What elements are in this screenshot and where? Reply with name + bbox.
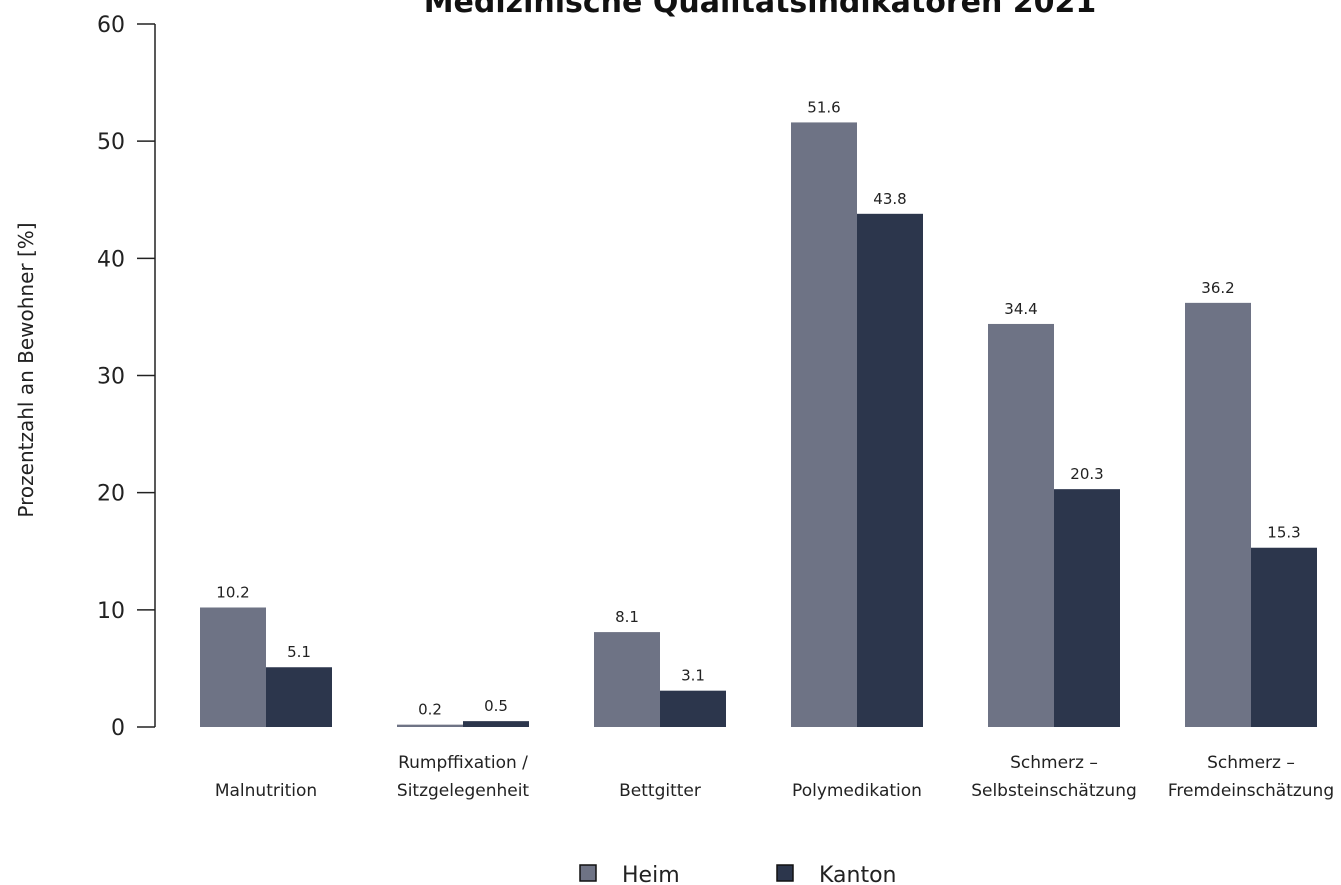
y-tick-label: 40 bbox=[97, 247, 125, 272]
category-label: Sitzgelegenheit bbox=[397, 781, 530, 801]
chart-title: Medizinische Qualitätsindikatoren 2021 bbox=[424, 0, 1097, 20]
bars-group: 10.2 5.1 0.2 0.5 8.1 3.1 51.6 43.8 34.4 20.3 36.2 1… bbox=[200, 98, 1317, 728]
category-label: Malnutrition bbox=[215, 781, 317, 801]
bar-value-label: 5.1 bbox=[287, 643, 311, 661]
bar-value-label: 0.2 bbox=[418, 701, 442, 719]
bar-value-label: 15.3 bbox=[1267, 524, 1300, 542]
bar-kanton bbox=[857, 213, 923, 727]
legend-label-kanton: Kanton bbox=[819, 863, 897, 885]
y-tick-label: 60 bbox=[97, 13, 125, 38]
legend-label-heim: Heim bbox=[622, 863, 680, 885]
category-label: Polymedikation bbox=[792, 781, 922, 801]
bar-kanton bbox=[660, 690, 726, 727]
y-tick-label: 30 bbox=[97, 365, 125, 390]
category-labels: Malnutrition Rumpffixation / Sitzgelegenhe… bbox=[215, 753, 1334, 801]
bar-kanton bbox=[1054, 489, 1120, 727]
bar-value-label: 20.3 bbox=[1070, 465, 1103, 483]
bar-value-label: 3.1 bbox=[681, 667, 705, 685]
category-label: Schmerz – bbox=[1010, 753, 1098, 773]
category-label: Rumpffixation / bbox=[398, 753, 528, 773]
category-label: Selbsteinschätzung bbox=[971, 781, 1137, 801]
bar-value-label: 10.2 bbox=[216, 583, 249, 601]
y-tick-label: 20 bbox=[97, 482, 125, 507]
bar-heim bbox=[1185, 302, 1251, 727]
bar-value-label: 43.8 bbox=[873, 190, 906, 208]
bar-heim bbox=[594, 632, 660, 727]
bar-kanton bbox=[266, 667, 332, 727]
y-tick-label: 50 bbox=[97, 130, 125, 155]
bar-value-label: 0.5 bbox=[484, 697, 508, 715]
y-axis: 0 10 20 30 40 50 60 bbox=[97, 13, 156, 741]
bar-value-label: 34.4 bbox=[1004, 300, 1037, 318]
bar-value-label: 36.2 bbox=[1201, 279, 1234, 297]
bar-kanton bbox=[1251, 547, 1317, 727]
y-tick-label: 10 bbox=[97, 599, 125, 624]
legend-swatch-kanton bbox=[776, 864, 794, 882]
category-label: Fremdeinschätzung bbox=[1168, 781, 1334, 801]
bar-heim bbox=[791, 122, 857, 728]
bar-kanton bbox=[463, 721, 529, 727]
y-tick-label: 0 bbox=[111, 716, 125, 741]
legend: Heim Kanton bbox=[579, 863, 897, 885]
legend-swatch-heim bbox=[579, 864, 597, 882]
bar-heim bbox=[397, 724, 463, 727]
bar-heim bbox=[988, 323, 1054, 727]
bar-heim bbox=[200, 607, 266, 727]
category-label: Bettgitter bbox=[619, 781, 701, 801]
y-axis-label: Prozentzahl an Bewohner [%] bbox=[14, 222, 38, 517]
bar-value-label: 51.6 bbox=[807, 98, 840, 116]
category-label: Schmerz – bbox=[1207, 753, 1295, 773]
bar-value-label: 8.1 bbox=[615, 608, 639, 626]
